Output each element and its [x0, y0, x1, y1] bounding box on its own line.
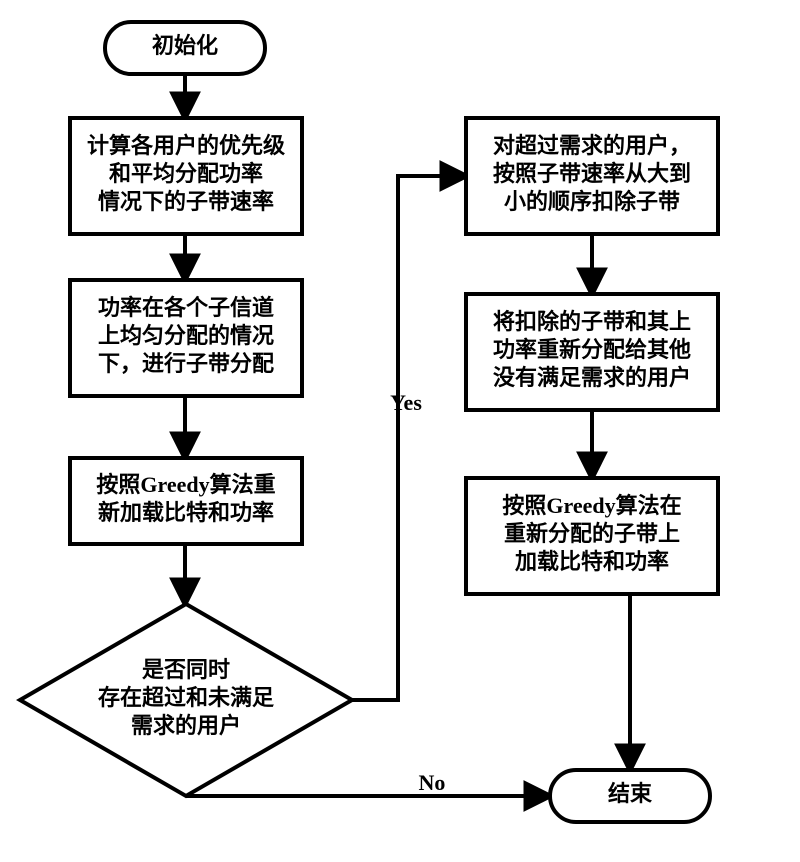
edge-label-8: No	[419, 770, 446, 795]
process-text-n4: 对超过需求的用户，按照子带速率从大到小的顺序扣除子带	[493, 133, 691, 214]
edge-4	[352, 176, 466, 700]
process-text-n5: 将扣除的子带和其上功率重新分配给其他没有满足需求的用户	[493, 309, 691, 390]
terminal-text-start: 初始化	[152, 33, 218, 58]
edge-label-4: Yes	[390, 390, 422, 415]
process-text-n1: 计算各用户的优先级和平均分配功率情况下的子带速率	[87, 133, 285, 214]
process-text-n6: 按照Greedy算法在重新分配的子带上加载比特和功率	[502, 493, 681, 574]
terminal-text-end: 结束	[608, 781, 653, 806]
process-text-n2: 功率在各个子信道上均匀分配的情况下，进行子带分配	[98, 295, 274, 376]
